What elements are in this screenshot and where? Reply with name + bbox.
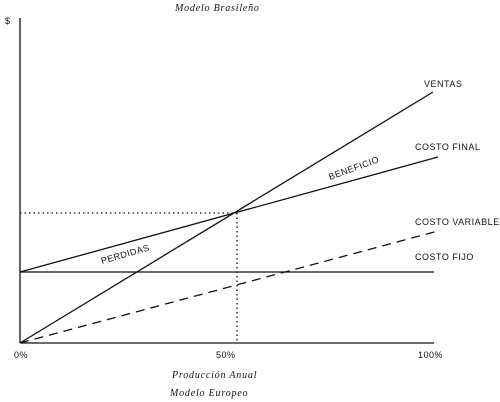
costo-final-line [19, 156, 439, 273]
perdidas-label: PERDIDAS [100, 243, 151, 266]
ventas-label: VENTAS [424, 79, 462, 89]
x-tick-label: 50% [216, 350, 236, 360]
costo-fijo-label: COSTO FIJO [415, 252, 474, 262]
costo-variable-label: COSTO VARIABLE [415, 217, 500, 227]
title: Modelo Brasileño [174, 3, 260, 14]
costo-variable-line [19, 230, 439, 344]
x-tick-label: 100% [418, 350, 443, 360]
ventas-line [19, 91, 434, 344]
x-tick-label: 0% [14, 350, 28, 360]
y-axis-label: $ [5, 16, 11, 26]
x-axis-label: Producción Anual [171, 370, 257, 381]
costo-final-label: COSTO FINAL [415, 142, 480, 152]
subtitle: Modelo Europeo [169, 388, 248, 399]
beneficio-label: BENEFICIO [327, 154, 380, 182]
